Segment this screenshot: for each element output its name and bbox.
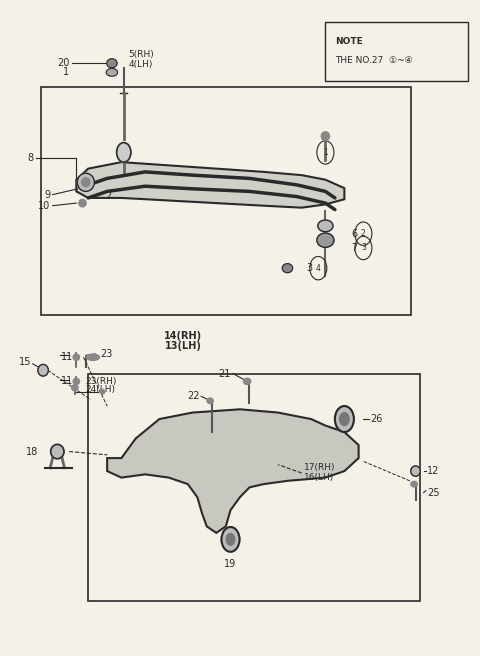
Ellipse shape bbox=[73, 378, 80, 384]
Ellipse shape bbox=[86, 354, 99, 361]
Bar bbox=[41, 87, 411, 315]
Ellipse shape bbox=[321, 132, 330, 140]
Ellipse shape bbox=[73, 354, 80, 361]
Ellipse shape bbox=[82, 178, 90, 187]
Text: 13(LH): 13(LH) bbox=[165, 341, 202, 351]
Ellipse shape bbox=[72, 384, 78, 391]
Text: 19: 19 bbox=[224, 559, 237, 569]
Text: 6: 6 bbox=[351, 229, 358, 239]
Text: 16(LH): 16(LH) bbox=[304, 473, 334, 482]
Text: 9: 9 bbox=[44, 190, 50, 199]
Text: 15: 15 bbox=[19, 357, 31, 367]
Ellipse shape bbox=[38, 365, 48, 376]
Ellipse shape bbox=[318, 220, 333, 232]
Ellipse shape bbox=[107, 59, 117, 68]
Text: 1: 1 bbox=[63, 68, 69, 77]
Text: 3: 3 bbox=[361, 243, 366, 253]
Ellipse shape bbox=[77, 173, 95, 192]
Ellipse shape bbox=[243, 378, 251, 384]
Text: 11: 11 bbox=[61, 352, 73, 362]
Ellipse shape bbox=[100, 389, 105, 394]
Text: 22: 22 bbox=[187, 391, 200, 401]
Text: THE NO.27  ①~④: THE NO.27 ①~④ bbox=[335, 56, 413, 64]
Text: 4(LH): 4(LH) bbox=[129, 60, 153, 69]
Text: 20: 20 bbox=[57, 58, 69, 68]
Text: 18: 18 bbox=[26, 447, 38, 457]
Ellipse shape bbox=[221, 527, 240, 552]
Text: NOTE: NOTE bbox=[335, 37, 362, 46]
Ellipse shape bbox=[282, 264, 293, 273]
Text: 26: 26 bbox=[371, 414, 383, 424]
Ellipse shape bbox=[411, 482, 418, 487]
Text: 11: 11 bbox=[61, 377, 73, 386]
Bar bbox=[88, 373, 420, 601]
Text: 10: 10 bbox=[38, 201, 50, 211]
PathPatch shape bbox=[76, 162, 344, 208]
Ellipse shape bbox=[79, 199, 86, 207]
Bar bbox=[325, 22, 468, 81]
Ellipse shape bbox=[117, 142, 131, 162]
Text: 5(RH): 5(RH) bbox=[129, 51, 154, 59]
Text: 12: 12 bbox=[427, 466, 440, 476]
Text: 2: 2 bbox=[105, 191, 111, 201]
Text: 21: 21 bbox=[218, 369, 230, 379]
Text: 8: 8 bbox=[27, 153, 34, 163]
Text: 24(LH): 24(LH) bbox=[86, 385, 116, 394]
Text: 23: 23 bbox=[100, 349, 112, 359]
Text: 1: 1 bbox=[323, 148, 328, 157]
Text: 7: 7 bbox=[351, 243, 358, 253]
Text: 23(RH): 23(RH) bbox=[86, 377, 117, 386]
Ellipse shape bbox=[340, 413, 349, 426]
Text: 3: 3 bbox=[306, 263, 312, 273]
Ellipse shape bbox=[317, 233, 334, 247]
Ellipse shape bbox=[207, 398, 214, 404]
Text: 4: 4 bbox=[316, 264, 321, 273]
Ellipse shape bbox=[226, 533, 235, 545]
Text: 2: 2 bbox=[361, 229, 366, 238]
Ellipse shape bbox=[335, 406, 354, 432]
Ellipse shape bbox=[51, 444, 64, 459]
PathPatch shape bbox=[107, 409, 359, 533]
Ellipse shape bbox=[411, 466, 420, 476]
Text: 14(RH): 14(RH) bbox=[164, 331, 202, 342]
Ellipse shape bbox=[106, 68, 118, 76]
Text: 25: 25 bbox=[427, 487, 440, 497]
Text: 17(RH): 17(RH) bbox=[304, 463, 336, 472]
